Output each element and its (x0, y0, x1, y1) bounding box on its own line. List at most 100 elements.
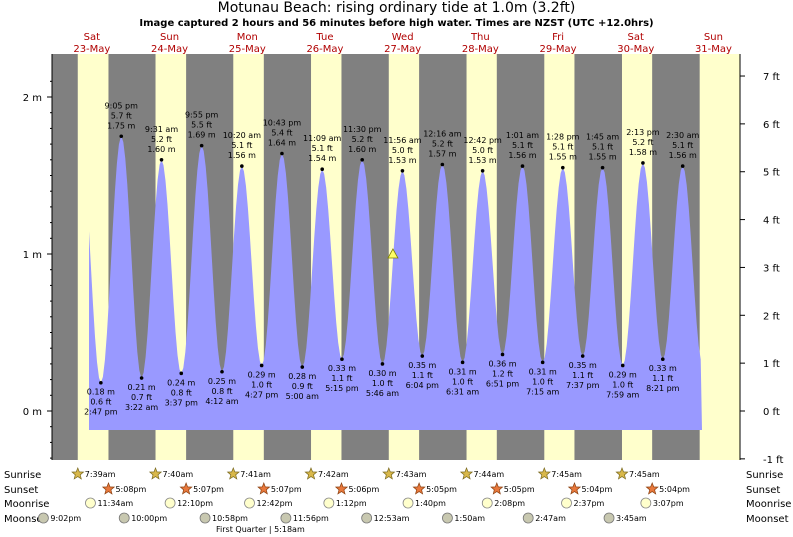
high-tide-feet: 5.2 ft (352, 135, 373, 144)
low-tide-time: 5:15 pm (325, 384, 359, 393)
low-tide-feet: 1.0 ft (452, 377, 473, 386)
low-tide-time: 5:46 am (366, 389, 399, 398)
high-tide-metres: 1.56 m (669, 151, 697, 160)
low-tide-time: 8:21 pm (646, 384, 680, 393)
tide-point (300, 365, 305, 369)
day-date: 27-May (384, 44, 421, 55)
moonrise-icon (85, 497, 96, 509)
low-tide-feet: 0.8 ft (171, 388, 192, 397)
moonrise-icon (402, 497, 414, 509)
low-tide-time: 6:04 pm (406, 381, 440, 390)
day-of-week: Tue (315, 32, 333, 43)
moonrise-time: 12:10pm (177, 499, 213, 508)
moonrise-time: 2:37pm (574, 499, 605, 508)
low-tide-feet: 0.8 ft (211, 387, 232, 396)
right-axis-tick-label: 6 ft (763, 120, 780, 131)
sunrise-icon (71, 467, 85, 480)
moonset-time: 12:53am (374, 514, 410, 523)
low-tide-metres: 0.18 m (87, 388, 115, 397)
tide-point (99, 380, 103, 385)
row-label-left: Moonrise (4, 499, 49, 510)
moonrise-icon (323, 497, 335, 509)
high-tide-feet: 5.1 ft (672, 141, 693, 150)
day-of-week: Sun (704, 32, 723, 43)
tide-point (641, 161, 645, 165)
left-axis-tick-label: 2 m (23, 93, 42, 104)
tide-point (179, 371, 184, 376)
low-tide-metres: 0.21 m (128, 383, 156, 392)
high-tide-metres: 1.53 m (469, 156, 497, 165)
high-tide-time: 11:56 am (383, 136, 422, 145)
high-tide-metres: 1.58 m (629, 148, 657, 157)
day-date: 29-May (540, 44, 577, 55)
right-axis-tick-label: 1 ft (763, 359, 780, 370)
low-tide-feet: 1.1 ft (572, 371, 593, 380)
page-title: Motunau Beach: rising ordinary tide at 1… (217, 0, 576, 16)
sunset-time: 5:07pm (271, 485, 302, 494)
sunset-time: 5:08pm (115, 485, 146, 494)
moonset-icon (603, 512, 615, 524)
high-tide-time: 1:01 am (506, 131, 539, 140)
high-tide-time: 2:30 am (666, 131, 699, 140)
tide-point (199, 143, 204, 148)
sunrise-time: 7:42am (318, 470, 349, 479)
low-tide-feet: 1.1 ft (652, 374, 673, 383)
high-tide-feet: 5.4 ft (271, 129, 292, 138)
moonset-time: 1:50am (454, 514, 485, 523)
day-of-week: Mon (237, 32, 258, 43)
right-axis-tick-label: 4 ft (763, 216, 780, 227)
high-tide-metres: 1.55 m (549, 153, 577, 162)
high-tide-feet: 5.2 ft (632, 138, 653, 147)
tide-point (460, 360, 465, 365)
sunrise-icon (615, 467, 629, 480)
day-date: 23-May (73, 44, 110, 55)
moonrise-time: 3:07pm (653, 499, 684, 508)
low-tide-feet: 1.0 ft (612, 380, 633, 389)
high-tide-feet: 5.7 ft (111, 111, 132, 120)
sunset-time: 5:04pm (659, 485, 690, 494)
moonset-time: 10:00pm (131, 514, 167, 523)
sunset-icon (101, 482, 116, 495)
low-tide-feet: 1.0 ft (532, 377, 553, 386)
tide-point (119, 134, 124, 139)
tide-point (340, 357, 344, 361)
sunrise-time: 7:43am (396, 470, 427, 479)
tide-point (280, 151, 284, 156)
tide-point (600, 165, 605, 170)
high-tide-time: 9:55 pm (185, 111, 219, 120)
moonset-icon (199, 512, 211, 524)
daylight-band (699, 54, 740, 460)
high-tide-metres: 1.64 m (268, 139, 296, 148)
high-tide-time: 10:20 am (223, 131, 262, 140)
day-of-week: Thu (470, 32, 490, 43)
tide-point (660, 357, 665, 361)
tide-point (159, 158, 164, 162)
moonrise-icon (561, 497, 572, 509)
tide-point (680, 164, 685, 168)
low-tide-metres: 0.30 m (368, 369, 396, 378)
sunrise-icon (304, 467, 318, 480)
tide-point (360, 158, 364, 162)
row-label-left: Moonset (4, 514, 47, 525)
sunset-icon (567, 482, 582, 495)
low-tide-time: 7:59 am (606, 390, 639, 399)
row-label-right: Sunset (746, 485, 780, 496)
row-label-right: Moonset (746, 514, 789, 525)
high-tide-feet: 5.1 ft (231, 141, 252, 150)
tide-point (520, 164, 525, 168)
high-tide-feet: 5.2 ft (151, 135, 172, 144)
low-tide-metres: 0.35 m (408, 361, 436, 370)
low-tide-time: 2:47 pm (84, 408, 118, 417)
sunset-time: 5:05pm (426, 485, 457, 494)
high-tide-feet: 5.1 ft (592, 143, 613, 152)
high-tide-metres: 1.69 m (188, 131, 216, 140)
left-axis-tick-label: 1 m (23, 250, 42, 261)
high-tide-metres: 1.75 m (107, 121, 135, 130)
sunset-time: 5:07pm (193, 485, 224, 494)
day-date: 26-May (306, 44, 343, 55)
day-date: 30-May (617, 44, 654, 55)
sunrise-time: 7:44am (474, 470, 505, 479)
tide-point (560, 165, 565, 170)
low-tide-time: 6:51 pm (486, 379, 520, 388)
